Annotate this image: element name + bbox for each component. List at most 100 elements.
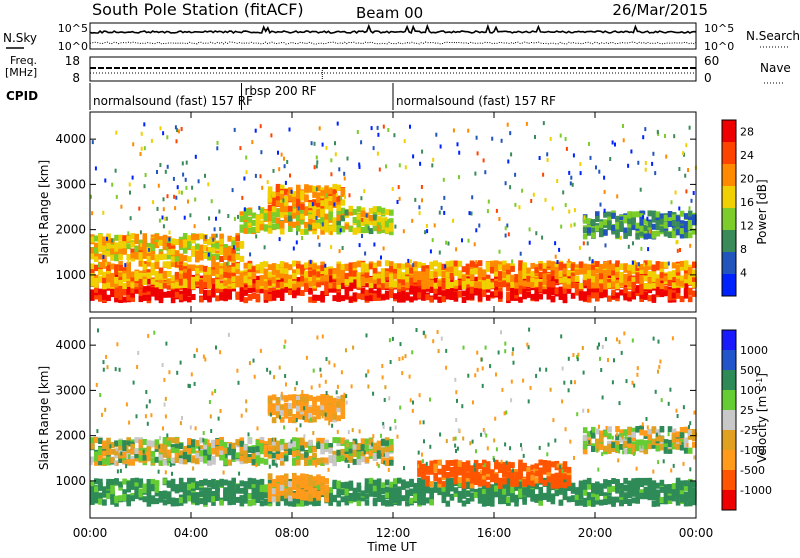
velocity-cell xyxy=(328,493,333,499)
power-cell xyxy=(450,294,455,300)
power-scatter-cell xyxy=(287,192,289,196)
power-cell xyxy=(361,227,366,233)
velocity-cell xyxy=(648,484,653,490)
power-cell xyxy=(627,265,632,271)
power-scatter-cell xyxy=(627,164,629,168)
power-scatter-cell xyxy=(616,194,618,198)
velocity-cell xyxy=(179,497,184,503)
velocity-cell xyxy=(98,447,103,453)
power-cell xyxy=(312,223,317,229)
power-cell xyxy=(167,263,172,269)
power-cell xyxy=(199,297,204,303)
velocity-cell xyxy=(579,500,584,506)
velocity-cell xyxy=(357,500,362,506)
power-cell xyxy=(155,263,160,269)
power-scatter-cell xyxy=(678,167,680,171)
velocity-cell xyxy=(260,492,265,498)
power-cell xyxy=(126,273,131,279)
power-scatter-cell xyxy=(363,189,365,193)
power-cell xyxy=(385,260,390,266)
power-cell xyxy=(470,286,475,292)
power-cell xyxy=(207,296,212,302)
power-cell xyxy=(534,267,539,273)
power-cell xyxy=(688,232,693,238)
velocity-cell xyxy=(623,498,628,504)
power-cell xyxy=(248,209,253,215)
power-cell xyxy=(684,264,689,270)
power-scatter-cell xyxy=(211,199,213,203)
power-scatter-cell xyxy=(241,196,243,200)
power-cell xyxy=(611,276,616,282)
power-cell xyxy=(264,224,269,230)
power-cell xyxy=(102,272,107,278)
power-cell xyxy=(252,213,257,219)
power-scatter-cell xyxy=(330,172,332,176)
power-cell xyxy=(397,283,402,289)
velocity-cell xyxy=(530,495,535,501)
power-cell xyxy=(551,270,556,276)
velocity-cell xyxy=(179,482,184,488)
power-scatter-cell xyxy=(598,170,600,174)
power-scatter-cell xyxy=(111,239,113,243)
power-cell xyxy=(122,274,127,280)
velocity-cell xyxy=(256,490,261,496)
power-cell xyxy=(126,295,131,301)
power-cell xyxy=(623,215,628,221)
power-cell xyxy=(490,267,495,273)
power-cell xyxy=(490,261,495,267)
power-scatter-cell xyxy=(412,263,414,267)
power-scatter-cell xyxy=(432,238,434,242)
power-cell xyxy=(240,281,245,287)
power-scatter-cell xyxy=(233,245,235,249)
power-scatter-cell xyxy=(175,125,177,129)
velocity-cell xyxy=(118,440,123,446)
power-cell xyxy=(260,224,265,230)
velocity-cell xyxy=(559,489,564,495)
power-cell xyxy=(389,210,394,216)
power-cell xyxy=(183,248,188,254)
power-cell xyxy=(345,224,350,230)
power-cell xyxy=(466,293,471,299)
power-cell xyxy=(272,269,277,275)
freq-tick-top: 18 xyxy=(65,54,80,68)
power-cell xyxy=(652,297,657,303)
power-cell xyxy=(660,272,665,278)
velocity-cell xyxy=(235,484,240,490)
power-cell xyxy=(349,226,354,232)
power-cell xyxy=(607,270,612,276)
power-cell xyxy=(280,267,285,273)
velocity-cell xyxy=(260,500,265,506)
power-cell xyxy=(219,269,224,275)
velocity-cell xyxy=(522,487,527,493)
power-cell xyxy=(211,256,216,262)
power-cell xyxy=(611,213,616,219)
velocity-cell xyxy=(114,478,119,484)
power-cell xyxy=(656,289,661,295)
velocity-cell xyxy=(191,483,196,489)
velocity-cell xyxy=(260,479,265,485)
power-scatter-cell xyxy=(377,126,379,130)
power-cell xyxy=(171,249,176,255)
power-cell xyxy=(668,295,673,301)
power-scatter-cell xyxy=(543,121,545,125)
power-cell xyxy=(429,262,434,268)
velocity-cell xyxy=(486,492,491,498)
power-cell xyxy=(373,206,378,212)
power-scatter-cell xyxy=(206,247,208,251)
power-cell xyxy=(126,243,131,249)
power-cell xyxy=(575,290,580,296)
power-cell xyxy=(211,278,216,284)
power-scatter-cell xyxy=(289,174,291,178)
velocity-cell xyxy=(494,486,499,492)
power-cell xyxy=(110,255,115,261)
power-scatter-cell xyxy=(590,221,592,225)
power-scatter-cell xyxy=(405,165,407,169)
power-cell xyxy=(409,296,414,302)
power-cell xyxy=(474,290,479,296)
velocity-cell xyxy=(114,496,119,502)
power-cell xyxy=(175,292,180,298)
velocity-cell xyxy=(514,496,519,502)
power-scatter-cell xyxy=(507,123,509,127)
power-cell xyxy=(615,223,620,229)
power-cell xyxy=(603,276,608,282)
